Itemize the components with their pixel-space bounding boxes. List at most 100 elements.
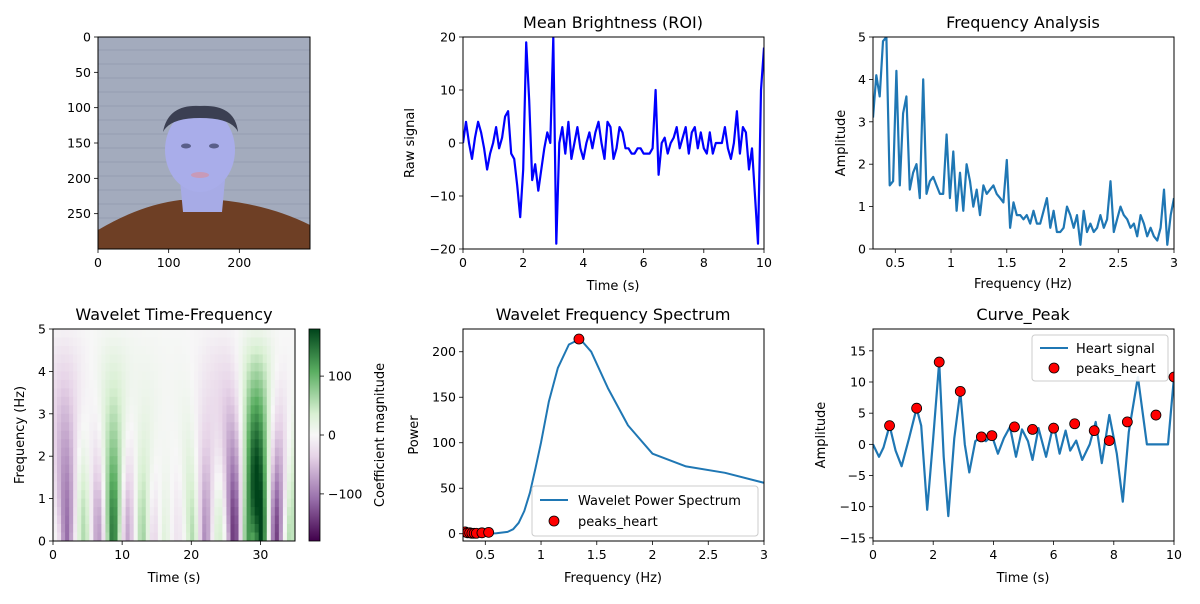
heatmap-cell [77, 388, 82, 398]
heatmap-cell [61, 490, 66, 499]
heatmap-cell [61, 481, 66, 491]
heatmap-cell [113, 430, 118, 440]
heatmap-cell [81, 464, 86, 474]
heatmap-cell [238, 464, 243, 474]
heatmap-cell [218, 473, 223, 483]
heatmap-cell [61, 422, 66, 432]
heatmap-cell [101, 371, 106, 381]
heatmap-cell [149, 362, 155, 372]
heatmap-cell [258, 524, 264, 533]
heatmap-cell [194, 498, 199, 508]
heatmap-cell [113, 524, 118, 533]
heatmap-cell [93, 490, 98, 499]
heatmap-cell [161, 464, 167, 474]
heatmap-cell [186, 524, 191, 533]
heatmap-cell [125, 481, 131, 491]
heatmap-cell [274, 379, 280, 389]
heatmap-cell [61, 507, 66, 516]
heatmap-cell [206, 481, 211, 491]
heatmap-cell [238, 532, 243, 542]
heatmap-cell [97, 507, 102, 516]
heatmap-cell [190, 396, 195, 406]
y-tick-label: 0 [858, 437, 866, 452]
heatmap-cell [186, 447, 191, 457]
heatmap-cell [97, 362, 102, 372]
x-tick-label: 2 [519, 255, 527, 270]
heatmap-cell [157, 337, 163, 347]
heatmap-cell [258, 405, 264, 415]
heatmap-cell [121, 422, 126, 432]
heatmap-cell [202, 447, 207, 457]
heatmap-cell [133, 481, 139, 491]
heatmap-cell [77, 498, 82, 508]
legend-marker-swatch [548, 515, 560, 527]
heatmap-cell [286, 473, 292, 483]
heatmap-cell [53, 524, 58, 533]
peak-marker [975, 431, 987, 443]
heatmap-cell [105, 464, 110, 474]
heatmap-cell [165, 396, 171, 406]
heatmap-cell [101, 362, 106, 372]
heatmap-cell [129, 345, 135, 355]
heatmap-cell [65, 507, 70, 516]
heatmap-cell [137, 490, 143, 499]
heatmap-cell [198, 345, 203, 355]
heatmap-cell [157, 379, 163, 389]
heatmap-cell [145, 498, 151, 508]
heatmap-cell [117, 362, 122, 372]
heatmap-cell [178, 388, 183, 398]
heatmap-cell [89, 413, 94, 423]
heatmap-cell [157, 456, 163, 466]
legend-marker-swatch [1048, 362, 1060, 374]
heatmap-cell [214, 430, 219, 440]
heatmap-cell [246, 447, 252, 457]
colorbar [308, 328, 321, 542]
heatmap-cell [258, 388, 264, 398]
heatmap-cell [113, 498, 118, 508]
heatmap-cell [61, 473, 66, 483]
heatmap-cell [53, 430, 58, 440]
heatmap-cell [290, 405, 296, 415]
heatmap-cell [61, 337, 66, 347]
heatmap-cell [258, 362, 264, 372]
legend-entry: peaks_heart [1076, 362, 1156, 377]
heatmap-cell [129, 447, 135, 457]
heatmap-cell [85, 396, 90, 406]
x-tick-label: 1 [537, 547, 545, 562]
heatmap-cell [274, 456, 280, 466]
heatmap-cell [101, 524, 106, 533]
heatmap-cell [101, 329, 106, 338]
heatmap-cell [270, 422, 276, 432]
y-tick-label: 2 [858, 157, 866, 172]
heatmap-cell [246, 345, 252, 355]
heatmap-cell [286, 456, 292, 466]
heatmap-cell [165, 481, 171, 491]
heatmap-cell [234, 490, 239, 499]
heatmap-cell [202, 473, 207, 483]
heatmap-cell [169, 413, 175, 423]
heatmap-cell [109, 439, 114, 449]
heatmap-cell [182, 515, 187, 525]
heatmap-cell [242, 362, 247, 372]
heatmap-cell [182, 422, 187, 432]
heatmap-cell [145, 481, 151, 491]
heatmap-cell [125, 422, 131, 432]
heatmap-cell [250, 337, 256, 347]
heatmap-cell [161, 490, 167, 499]
heatmap-cell [258, 490, 264, 499]
heatmap-cell [214, 447, 219, 457]
heatmap-cell [113, 379, 118, 389]
heatmap-cell [85, 430, 90, 440]
heatmap-cell [113, 481, 118, 491]
heatmap-cell [153, 524, 159, 533]
heatmap-cell [190, 379, 195, 389]
heatmap-cell [141, 396, 147, 406]
heatmap-cell [121, 405, 126, 415]
heatmap-cell [206, 464, 211, 474]
heatmap-cell [226, 388, 231, 398]
peak-marker [1121, 416, 1133, 428]
heatmap-cell [194, 371, 199, 381]
heatmap-cell [222, 354, 227, 364]
heatmap-cell [182, 329, 187, 338]
heatmap-cell [222, 405, 227, 415]
